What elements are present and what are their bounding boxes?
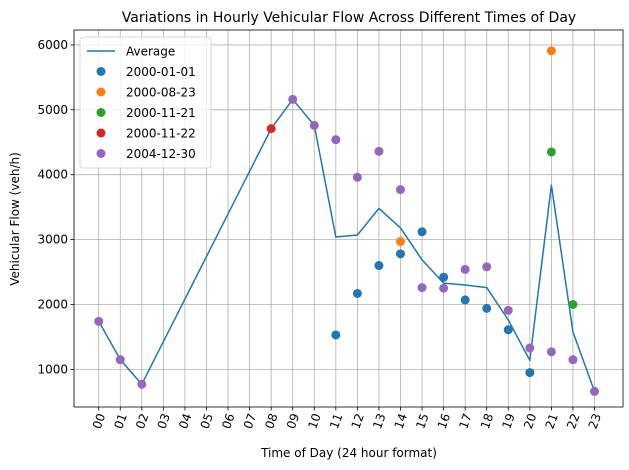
legend-marker-2004-12-30 xyxy=(96,149,106,158)
x-tick-label: 04 xyxy=(176,412,194,431)
point-2000-01-01 xyxy=(331,330,341,340)
x-tick-label: 20 xyxy=(521,412,539,431)
legend-label: Average xyxy=(126,45,175,59)
point-2004-12-30 xyxy=(137,379,147,389)
x-tick-label: 23 xyxy=(586,412,604,431)
x-tick-label: 12 xyxy=(349,412,367,431)
x-tick-label: 13 xyxy=(370,412,388,431)
legend-label: 2000-08-23 xyxy=(126,86,196,100)
point-2004-12-30 xyxy=(525,343,535,353)
x-tick-label: 16 xyxy=(435,412,453,431)
point-2004-12-30 xyxy=(288,94,298,104)
x-tick-label: 05 xyxy=(198,412,216,431)
x-tick-label: 09 xyxy=(284,412,302,431)
axes: 00 01 02 03 04 05 06 07 08 09 10 11 12 13 14 15 16 17 18 19… xyxy=(37,29,624,431)
point-2000-11-21 xyxy=(568,299,578,309)
y-tick-label: 5000 xyxy=(37,103,68,117)
legend: Average 2000-01-01 2000-08-23 2000-11-21 200… xyxy=(79,36,212,169)
legend-marker-2000-11-22 xyxy=(96,128,106,138)
point-2004-12-30 xyxy=(460,264,470,274)
x-tick-label: 10 xyxy=(305,412,323,431)
point-2004-12-30 xyxy=(590,386,599,396)
legend-marker-2000-11-21 xyxy=(96,108,106,117)
x-tick-label: 17 xyxy=(456,412,474,431)
point-2000-01-01 xyxy=(395,249,405,259)
point-2000-01-01 xyxy=(417,227,427,237)
y-tick-label: 1000 xyxy=(37,362,68,376)
point-2000-01-01 xyxy=(460,295,470,305)
legend-marker-2000-08-23 xyxy=(96,87,106,97)
point-2000-01-01 xyxy=(439,272,449,282)
x-tick-label: 15 xyxy=(413,412,431,431)
y-tick-label: 2000 xyxy=(37,297,68,311)
legend-box xyxy=(79,36,212,169)
x-tick-label: 03 xyxy=(155,412,173,431)
x-tick-label: 07 xyxy=(241,412,259,431)
x-tick-label: 22 xyxy=(564,412,582,431)
point-2004-12-30 xyxy=(439,283,449,293)
point-2004-12-30 xyxy=(352,172,362,182)
scatter-layer xyxy=(94,46,599,396)
legend-label: 2000-01-01 xyxy=(126,65,196,79)
point-2004-12-30 xyxy=(395,185,405,195)
point-2004-12-30 xyxy=(331,135,341,145)
legend-label: 2000-11-22 xyxy=(126,127,196,141)
y-tick-label: 3000 xyxy=(37,233,68,247)
point-2004-12-30 xyxy=(309,120,319,130)
legend-label: 2000-11-21 xyxy=(126,106,196,120)
chart-title: Variations in Hourly Vehicular Flow Acro… xyxy=(122,10,576,26)
y-tick-label: 4000 xyxy=(37,168,68,182)
point-2004-12-30 xyxy=(546,347,556,357)
point-2004-12-30 xyxy=(374,146,384,156)
point-2000-01-01 xyxy=(482,303,492,313)
point-2000-08-23 xyxy=(395,237,405,247)
point-2004-12-30 xyxy=(568,355,578,365)
x-tick-label: 02 xyxy=(133,412,151,431)
legend-label: 2004-12-30 xyxy=(126,147,196,161)
point-2004-12-30 xyxy=(417,283,427,293)
x-tick-label: 14 xyxy=(392,412,410,431)
x-axis-label: Time of Day (24 hour format) xyxy=(260,446,437,460)
y-axis-label: Vehicular Flow (veh/h) xyxy=(8,152,22,286)
point-2000-01-01 xyxy=(503,325,513,335)
x-tick-label: 11 xyxy=(327,412,345,431)
x-tick-label: 18 xyxy=(478,412,496,431)
x-tick-label: 21 xyxy=(543,412,561,431)
x-tick-label: 00 xyxy=(90,412,108,431)
y-tick-label: 6000 xyxy=(37,38,68,52)
x-tick-label: 08 xyxy=(262,412,280,431)
point-2000-11-22 xyxy=(266,124,276,134)
point-2000-01-01 xyxy=(374,261,384,271)
x-tick-label: 01 xyxy=(111,412,129,431)
x-tick-label: 19 xyxy=(499,412,517,431)
point-2000-08-23 xyxy=(546,46,556,56)
point-2000-01-01 xyxy=(352,288,362,298)
plot-frame xyxy=(73,29,624,408)
legend-marker-2000-01-01 xyxy=(96,67,106,76)
point-2004-12-30 xyxy=(94,316,104,326)
point-2000-01-01 xyxy=(525,368,535,378)
point-2000-11-21 xyxy=(546,147,556,157)
x-tick-label: 06 xyxy=(219,412,237,431)
point-2004-12-30 xyxy=(115,355,125,365)
point-2004-12-30 xyxy=(482,262,492,272)
point-2004-12-30 xyxy=(503,305,513,315)
